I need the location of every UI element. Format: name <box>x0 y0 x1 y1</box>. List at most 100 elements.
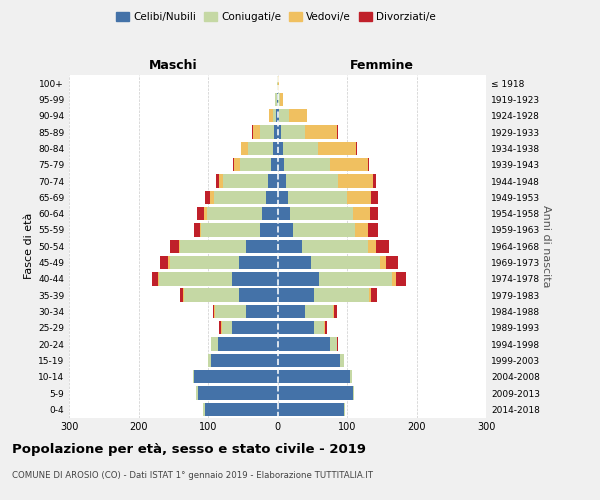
Bar <box>210 190 214 204</box>
Bar <box>368 158 369 172</box>
Bar <box>241 142 248 155</box>
Bar <box>277 76 278 90</box>
Bar <box>277 109 279 122</box>
Bar <box>269 109 272 122</box>
Bar <box>211 354 277 367</box>
Bar <box>277 288 314 302</box>
Bar <box>158 272 160 285</box>
Bar <box>277 142 283 155</box>
Bar <box>276 109 277 122</box>
Bar <box>278 93 280 106</box>
Bar <box>338 174 373 188</box>
Bar <box>196 386 197 400</box>
Bar <box>368 224 378 236</box>
Bar <box>319 272 392 285</box>
Bar <box>311 256 380 269</box>
Bar <box>260 224 277 236</box>
Bar <box>223 174 268 188</box>
Bar <box>329 158 368 172</box>
Bar <box>170 240 179 253</box>
Bar <box>318 142 356 155</box>
Bar <box>272 109 276 122</box>
Bar <box>205 190 210 204</box>
Bar <box>160 272 232 285</box>
Bar <box>386 256 398 269</box>
Bar <box>337 126 338 139</box>
Bar <box>369 288 371 302</box>
Bar <box>277 272 319 285</box>
Bar <box>277 386 353 400</box>
Bar <box>277 240 302 253</box>
Bar <box>221 321 222 334</box>
Bar <box>277 174 286 188</box>
Bar <box>277 354 340 367</box>
Bar <box>169 256 170 269</box>
Bar <box>222 321 232 334</box>
Bar <box>205 402 277 416</box>
Bar <box>277 321 314 334</box>
Bar <box>333 305 334 318</box>
Bar <box>275 93 277 106</box>
Bar <box>184 288 239 302</box>
Y-axis label: Fasce di età: Fasce di età <box>24 213 34 280</box>
Bar <box>253 126 260 139</box>
Bar <box>277 402 344 416</box>
Bar <box>356 142 358 155</box>
Bar <box>213 305 214 318</box>
Bar <box>329 338 337 351</box>
Bar <box>395 272 406 285</box>
Bar <box>325 321 327 334</box>
Bar <box>340 354 344 367</box>
Bar <box>305 305 333 318</box>
Bar <box>371 288 377 302</box>
Bar <box>232 321 277 334</box>
Text: COMUNE DI AROSIO (CO) - Dati ISTAT 1° gennaio 2019 - Elaborazione TUTTITALIA.IT: COMUNE DI AROSIO (CO) - Dati ISTAT 1° ge… <box>12 471 373 480</box>
Bar <box>239 288 277 302</box>
Bar <box>160 256 169 269</box>
Bar <box>262 207 277 220</box>
Bar <box>204 207 206 220</box>
Bar <box>215 305 246 318</box>
Bar <box>347 190 371 204</box>
Text: Femmine: Femmine <box>350 60 414 72</box>
Bar <box>179 288 183 302</box>
Bar <box>373 174 376 188</box>
Legend: Celibi/Nubili, Coniugati/e, Vedovi/e, Divorziati/e: Celibi/Nubili, Coniugati/e, Vedovi/e, Di… <box>112 8 440 26</box>
Bar <box>201 224 260 236</box>
Bar <box>289 109 307 122</box>
Bar <box>368 240 376 253</box>
Bar <box>197 207 204 220</box>
Bar <box>214 305 215 318</box>
Text: Maschi: Maschi <box>149 60 197 72</box>
Bar <box>355 224 368 236</box>
Bar <box>278 76 279 90</box>
Bar <box>260 126 274 139</box>
Bar <box>353 207 370 220</box>
Bar <box>219 174 223 188</box>
Bar <box>376 240 389 253</box>
Bar <box>208 354 211 367</box>
Bar <box>277 224 293 236</box>
Bar <box>284 158 329 172</box>
Y-axis label: Anni di nascita: Anni di nascita <box>541 205 551 288</box>
Bar <box>392 272 395 285</box>
Bar <box>337 338 338 351</box>
Bar <box>281 126 305 139</box>
Bar <box>370 207 378 220</box>
Bar <box>214 190 266 204</box>
Bar <box>286 174 338 188</box>
Bar <box>279 109 289 122</box>
Bar <box>152 272 158 285</box>
Bar <box>353 386 354 400</box>
Bar <box>246 305 277 318</box>
Bar <box>248 142 272 155</box>
Bar <box>277 370 350 384</box>
Bar <box>266 190 277 204</box>
Bar <box>334 305 337 318</box>
Bar <box>274 126 277 139</box>
Bar <box>302 240 368 253</box>
Bar <box>277 305 305 318</box>
Bar <box>380 256 386 269</box>
Bar <box>293 224 355 236</box>
Bar <box>206 207 262 220</box>
